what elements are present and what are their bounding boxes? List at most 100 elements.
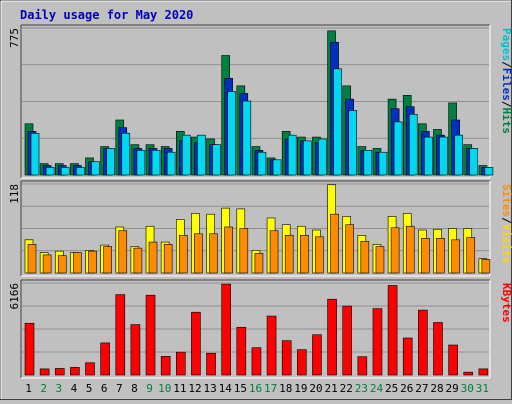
bar-pages-6 [106,148,115,176]
bar-kbytes-26 [402,337,413,376]
x-label-day-21: 21 [325,382,338,395]
bar-kbytes-4 [70,367,80,376]
x-label-day-13: 13 [203,382,216,395]
legend-entry: KBytes [500,283,512,323]
bar-sites-22 [345,224,355,274]
bar-pages-1 [30,132,40,176]
bar-kbytes-31 [478,368,489,376]
bar-kbytes-27 [418,309,428,376]
x-label-day-29: 29 [446,382,459,395]
bar-pages-21 [333,68,342,176]
bar-kbytes-25 [387,285,398,376]
bar-sites-27 [421,238,430,274]
x-label-day-14: 14 [219,382,233,395]
bar-sites-13 [209,233,218,274]
x-label-day-1: 1 [25,382,32,395]
bar-kbytes-30 [463,371,474,376]
bar-kbytes-3 [54,368,65,376]
bar-sites-9 [148,241,158,274]
bar-pages-16 [257,151,267,176]
x-label-day-24: 24 [370,382,384,395]
bar-pages-28 [439,136,448,176]
bar-sites-11 [178,234,188,274]
bar-pages-23 [363,150,373,176]
bar-sites-3 [57,255,67,274]
bar-pages-15 [242,100,252,176]
legend-entry: / [500,101,512,108]
bar-pages-7 [121,132,131,176]
bar-sites-7 [118,230,128,274]
legend-entry: Pages [500,28,512,61]
bar-kbytes-5 [85,362,95,376]
panel-legend: Sites/Visits [500,184,512,264]
bar-sites-2 [42,254,52,274]
x-label-day-2: 2 [40,382,47,395]
legend-entry: Files [500,68,512,101]
bar-sites-20 [315,236,324,274]
x-label-day-12: 12 [188,382,201,395]
panel-max-label: 6166 [8,283,21,310]
bar-pages-19 [303,140,312,176]
bar-sites-30 [466,237,476,274]
panel-max-label: 118 [8,184,21,204]
bar-pages-30 [469,148,479,176]
bar-kbytes-16 [251,347,262,376]
panel-2: 118 Sites/Visits [8,180,512,277]
bar-sites-23 [360,241,370,274]
bar-kbytes-14 [221,283,231,376]
bar-sites-24 [375,246,385,274]
bar-pages-8 [136,150,146,176]
legend-entry: / [500,217,512,224]
bar-pages-17 [272,159,282,176]
bar-kbytes-23 [357,356,368,376]
x-label-day-27: 27 [415,382,428,395]
bar-pages-11 [181,134,191,176]
panel-legend: KBytes [500,283,512,323]
bar-kbytes-15 [236,326,247,376]
x-label-day-3: 3 [56,382,63,395]
bar-sites-16 [254,253,264,274]
bar-kbytes-11 [175,351,186,376]
bar-kbytes-17 [266,315,277,376]
bar-sites-26 [405,225,415,274]
bar-kbytes-29 [448,344,458,376]
legend-entry: Visits [500,224,512,264]
x-label-day-10: 10 [158,382,171,395]
x-label-day-23: 23 [355,382,368,395]
chart-title: Daily usage for May 2020 [20,8,193,22]
x-label-day-5: 5 [86,382,93,395]
bar-sites-10 [163,244,173,274]
panel-max-label: 775 [8,28,21,48]
bar-kbytes-13 [206,352,216,376]
x-label-day-19: 19 [294,382,307,395]
bar-sites-14 [224,226,233,274]
bar-pages-12 [197,134,206,176]
x-label-day-15: 15 [234,382,247,395]
bar-pages-9 [151,150,161,176]
bar-sites-31 [481,259,491,274]
bar-pages-3 [60,167,70,176]
bar-kbytes-18 [281,340,292,376]
x-label-day-11: 11 [173,382,186,395]
bar-sites-8 [133,247,143,274]
bar-pages-22 [348,110,358,176]
bar-sites-4 [73,252,82,274]
bar-sites-12 [194,233,203,274]
x-label-day-16: 16 [249,382,262,395]
bar-pages-26 [408,114,418,176]
legend-entry: Sites [500,184,512,217]
bar-sites-28 [436,238,445,274]
bar-sites-18 [284,234,294,274]
bar-sites-21 [330,213,339,274]
bar-kbytes-2 [39,368,50,376]
bar-pages-14 [227,91,236,176]
x-label-day-28: 28 [430,382,443,395]
bar-kbytes-8 [130,324,141,376]
bar-pages-31 [484,167,494,176]
bar-pages-20 [318,138,327,176]
panel-1: 775 Pages/Files/Hits [8,24,512,179]
x-label-day-4: 4 [71,382,78,395]
